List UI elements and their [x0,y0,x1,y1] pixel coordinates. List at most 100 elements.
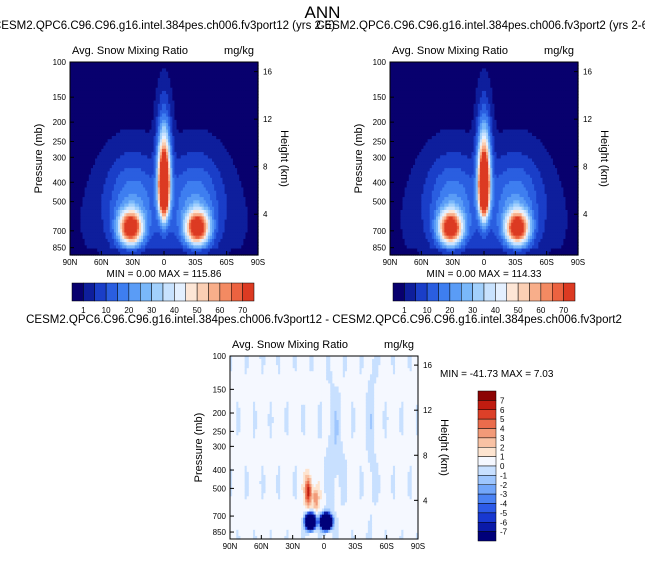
contour-cell [241,126,244,131]
contour-cell [101,158,105,163]
contour-cell [86,222,90,227]
contour-cell [199,152,203,156]
contour-cell [214,74,217,79]
contour-cell [101,164,105,169]
contour-cell [232,193,236,198]
contour-cell [76,71,79,76]
contour-cell [92,161,96,166]
contour-cell [134,142,138,147]
contour-cell [184,113,188,118]
contour-cell [203,110,207,115]
contour-cell [189,110,192,115]
contour-cell [164,113,167,118]
contour-cell [224,94,228,98]
contour-cell [147,110,150,115]
contour-cell [120,87,123,92]
contour-cell [82,100,86,105]
contour-cell [72,103,75,108]
contour-cell [124,155,127,160]
contour-cell [191,190,194,195]
contour-cell [118,222,121,227]
contour-cell [224,68,228,73]
contour-cell [82,65,86,70]
contour-cell [161,113,165,118]
contour-cell [180,84,184,89]
contour-cell [107,209,111,214]
contour-cell [70,135,73,140]
contour-cell [186,139,190,144]
contour-cell [153,94,157,98]
contour-cell [170,190,173,195]
contour-cell [195,216,199,221]
contour-cell [218,168,221,172]
contour-cell [141,216,144,221]
contour-cell [220,97,224,102]
contour-cell [151,213,155,217]
contour-cell [166,62,169,66]
contour-cell [115,232,119,237]
contour-cell [109,206,113,211]
contour-cell [159,129,163,134]
contour-cell [122,126,125,131]
contour-cell [95,229,98,234]
contour-cell [241,135,244,140]
contour-cell [147,155,150,160]
contour-cell [128,132,132,137]
contour-cell [126,168,130,172]
contour-cell [222,184,226,189]
contour-cell [145,193,148,198]
contour-cell [178,107,182,111]
contour-cell [136,78,140,82]
contour-cell [164,222,167,227]
contour-cell [161,78,165,82]
contour-cell [78,74,82,79]
contour-cell [143,145,146,150]
contour-cell [107,132,111,137]
contour-cell [251,197,255,201]
contour-cell [105,62,109,66]
contour-cell [126,229,130,234]
contour-cell [159,119,163,124]
contour-cell [166,113,169,118]
contour-cell [111,229,115,234]
contour-cell [186,229,190,234]
contour-cell [124,235,127,240]
contour-cell [166,139,169,144]
contour-cell [189,113,192,118]
contour-cell [136,209,140,214]
contour-cell [84,168,88,172]
contour-cell [216,216,219,221]
contour-cell [126,152,130,156]
contour-cell [253,100,257,105]
contour-cell [178,103,182,108]
contour-cell [199,62,203,66]
contour-cell [195,142,199,147]
contour-cell [143,181,146,185]
contour-cell [189,148,192,153]
contour-cell [235,71,238,76]
contour-cell [143,177,146,182]
contour-cell [109,164,113,169]
contour-cell [134,229,138,234]
contour-cell [70,235,73,240]
contour-cell [84,94,88,98]
contour-cell [232,81,236,86]
contour-cell [249,148,253,153]
contour-cell [76,238,79,243]
contour-cell [220,203,224,208]
contour-cell [255,90,259,95]
contour-cell [122,177,125,182]
contour-cell [212,68,215,73]
contour-cell [241,177,244,182]
contour-cell [128,103,132,108]
contour-cell [220,68,224,73]
contour-cell [92,68,96,73]
contour-cell [120,177,123,182]
contour-cell [186,168,190,172]
contour-cell [214,78,217,82]
contour-cell [174,235,178,240]
contour-cell [195,226,199,230]
contour-cell [97,132,100,137]
contour-cell [191,65,194,70]
contour-cell [147,184,150,189]
